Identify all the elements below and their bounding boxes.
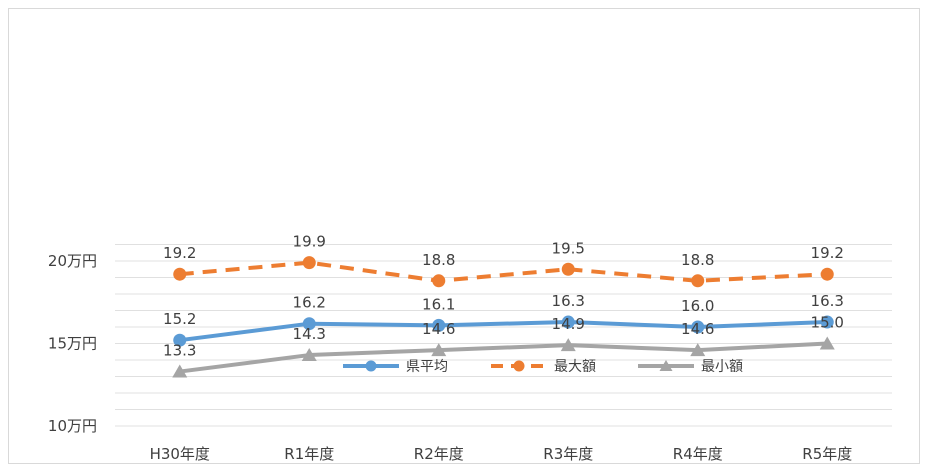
data-label: 14.9 [552, 315, 585, 333]
series [172, 256, 835, 378]
data-point [173, 333, 187, 347]
data-label: 16.3 [552, 292, 585, 310]
series-県平均 [173, 315, 834, 347]
legend-label: 県平均 [406, 359, 448, 375]
data-label: 16.2 [293, 294, 326, 312]
legend-marker [659, 360, 673, 371]
data-label: 14.6 [422, 320, 455, 338]
x-tick-label: R5年度 [802, 445, 852, 463]
x-tick-label: R2年度 [414, 445, 464, 463]
y-tick-label: 20万円 [48, 252, 97, 270]
series-line [177, 320, 830, 343]
data-point [302, 256, 316, 270]
data-labels: 15.2 16.2 16.1 16.3 16.0 16.3 19.2 19.9 18.8 19.5… [163, 233, 844, 360]
data-point [302, 317, 316, 331]
data-point [561, 262, 575, 276]
data-point [560, 338, 576, 352]
legend-item[interactable]: 最小額 [638, 359, 743, 375]
data-point [173, 267, 187, 281]
chart-frame [8, 8, 920, 464]
legend-label: 最小額 [701, 359, 743, 375]
x-tick-label: R3年度 [543, 445, 593, 463]
series-最大額 [173, 256, 834, 288]
x-axis-ticks: H30年度 R1年度 R2年度 R3年度 R4年度 R5年度 [150, 445, 853, 463]
gridlines [115, 244, 892, 427]
data-point [432, 274, 446, 288]
data-label: 14.6 [681, 320, 714, 338]
data-label: 16.3 [811, 292, 844, 310]
data-label: 15.2 [163, 310, 196, 328]
data-label: 18.8 [681, 251, 714, 269]
data-label: 14.3 [293, 325, 326, 343]
legend-item[interactable]: 最大額 [491, 359, 596, 375]
data-label: 16.1 [422, 295, 455, 313]
data-point [820, 315, 834, 329]
data-label: 19.2 [811, 244, 844, 262]
data-label: 19.9 [293, 233, 326, 251]
data-point [172, 364, 188, 378]
data-point [561, 315, 575, 329]
y-tick-label: 10万円 [48, 417, 97, 435]
x-tick-label: R1年度 [284, 445, 334, 463]
x-tick-label: H30年度 [150, 445, 210, 463]
data-point [819, 336, 835, 350]
data-point [301, 348, 317, 362]
series-line [179, 260, 828, 283]
y-axis-ticks: 10万円 15万円 20万円 [48, 252, 97, 435]
legend-marker [513, 360, 525, 372]
data-point [691, 274, 705, 288]
data-label: 19.2 [163, 244, 196, 262]
data-label: 16.0 [681, 297, 714, 315]
data-point [691, 320, 705, 334]
data-point [431, 343, 447, 357]
data-point [432, 318, 446, 332]
x-tick-label: R4年度 [673, 445, 723, 463]
data-label: 13.3 [163, 342, 196, 360]
data-label: 19.5 [552, 239, 585, 257]
data-label: 18.8 [422, 251, 455, 269]
data-label: 15.0 [811, 314, 844, 332]
legend[interactable]: 県平均 最大額 最小額 [343, 359, 743, 375]
data-point [820, 267, 834, 281]
legend-label: 最大額 [554, 359, 596, 375]
series-line [177, 341, 830, 374]
legend-marker [365, 360, 377, 372]
legend-item[interactable]: 県平均 [343, 359, 448, 375]
data-point [690, 343, 706, 357]
y-tick-label: 15万円 [48, 335, 97, 353]
series-最小額 [172, 336, 835, 378]
